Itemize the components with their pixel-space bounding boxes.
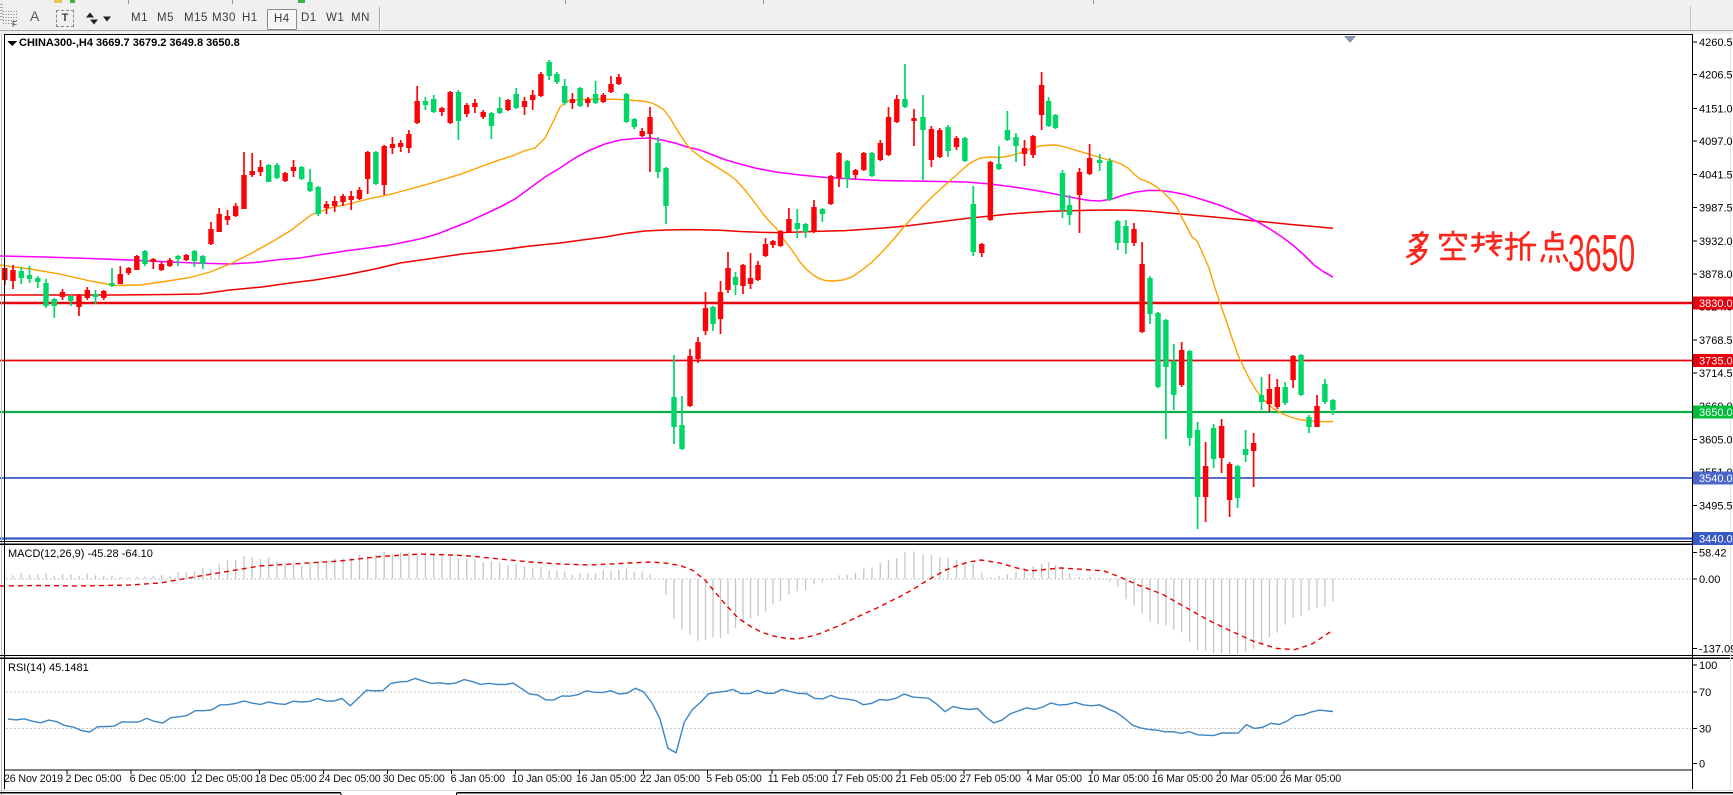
svg-text:3714.5: 3714.5 [1699, 368, 1733, 380]
svg-text:RSI(14) 45.1481: RSI(14) 45.1481 [8, 662, 89, 674]
svg-text:-137.09: -137.09 [1699, 644, 1733, 656]
svg-text:4206.5: 4206.5 [1699, 70, 1733, 82]
svg-text:12 Dec 05:00: 12 Dec 05:00 [191, 773, 253, 785]
svg-text:6 Jan 05:00: 6 Jan 05:00 [451, 773, 505, 785]
svg-text:0.00: 0.00 [1699, 574, 1720, 586]
svg-text:30 Dec 05:00: 30 Dec 05:00 [383, 773, 445, 785]
svg-text:3768.5: 3768.5 [1699, 335, 1733, 347]
svg-text:2 Dec 05:00: 2 Dec 05:00 [65, 773, 121, 785]
svg-text:3830.0: 3830.0 [1699, 298, 1733, 310]
svg-text:3440.0: 3440.0 [1699, 534, 1733, 546]
svg-text:CHINA300-,H4 3669.7 3679.2 36: CHINA300-,H4 3669.7 3679.2 3649.8 3650.8 [19, 37, 240, 49]
svg-text:4041.5: 4041.5 [1699, 170, 1733, 182]
svg-text:4151.0: 4151.0 [1699, 103, 1733, 115]
svg-text:4 Mar 05:00: 4 Mar 05:00 [1026, 773, 1082, 785]
svg-text:3495.5: 3495.5 [1699, 501, 1733, 513]
svg-text:26 Mar 05:00: 26 Mar 05:00 [1280, 773, 1341, 785]
svg-text:4097.0: 4097.0 [1699, 136, 1733, 148]
svg-text:3605.0: 3605.0 [1699, 434, 1733, 446]
svg-text:6 Dec 05:00: 6 Dec 05:00 [130, 773, 186, 785]
svg-text:30: 30 [1699, 724, 1711, 736]
svg-text:5 Feb 05:00: 5 Feb 05:00 [706, 773, 762, 785]
svg-text:22 Jan 05:00: 22 Jan 05:00 [640, 773, 700, 785]
svg-text:MACD(12,26,9) -45.28 -64.10: MACD(12,26,9) -45.28 -64.10 [8, 548, 153, 560]
svg-text:27 Feb 05:00: 27 Feb 05:00 [960, 773, 1021, 785]
svg-text:100: 100 [1699, 660, 1717, 672]
svg-text:3987.5: 3987.5 [1699, 203, 1733, 215]
svg-text:58.42: 58.42 [1699, 548, 1727, 560]
svg-text:3878.0: 3878.0 [1699, 269, 1733, 281]
svg-text:17 Feb 05:00: 17 Feb 05:00 [831, 773, 892, 785]
svg-text:3650.0: 3650.0 [1699, 407, 1733, 419]
svg-text:16 Jan 05:00: 16 Jan 05:00 [576, 773, 636, 785]
svg-text:11 Feb 05:00: 11 Feb 05:00 [768, 773, 829, 785]
svg-text:10 Mar 05:00: 10 Mar 05:00 [1088, 773, 1149, 785]
svg-text:3932.0: 3932.0 [1699, 236, 1733, 248]
svg-text:16 Mar 05:00: 16 Mar 05:00 [1152, 773, 1213, 785]
svg-text:3735.0: 3735.0 [1699, 356, 1733, 368]
svg-text:70: 70 [1699, 687, 1711, 699]
svg-text:20 Mar 05:00: 20 Mar 05:00 [1216, 773, 1277, 785]
svg-text:0: 0 [1699, 758, 1705, 770]
svg-text:24 Dec 05:00: 24 Dec 05:00 [319, 773, 381, 785]
svg-text:F: F [12, 20, 17, 28]
svg-text:3650: 3650 [1568, 226, 1635, 283]
svg-text:3540.0: 3540.0 [1699, 473, 1733, 485]
svg-text:26 Nov 2019: 26 Nov 2019 [4, 773, 63, 785]
svg-text:4260.5: 4260.5 [1699, 37, 1733, 49]
svg-text:18 Dec 05:00: 18 Dec 05:00 [255, 773, 317, 785]
svg-text:10 Jan 05:00: 10 Jan 05:00 [512, 773, 572, 785]
svg-text:21 Feb 05:00: 21 Feb 05:00 [895, 773, 956, 785]
